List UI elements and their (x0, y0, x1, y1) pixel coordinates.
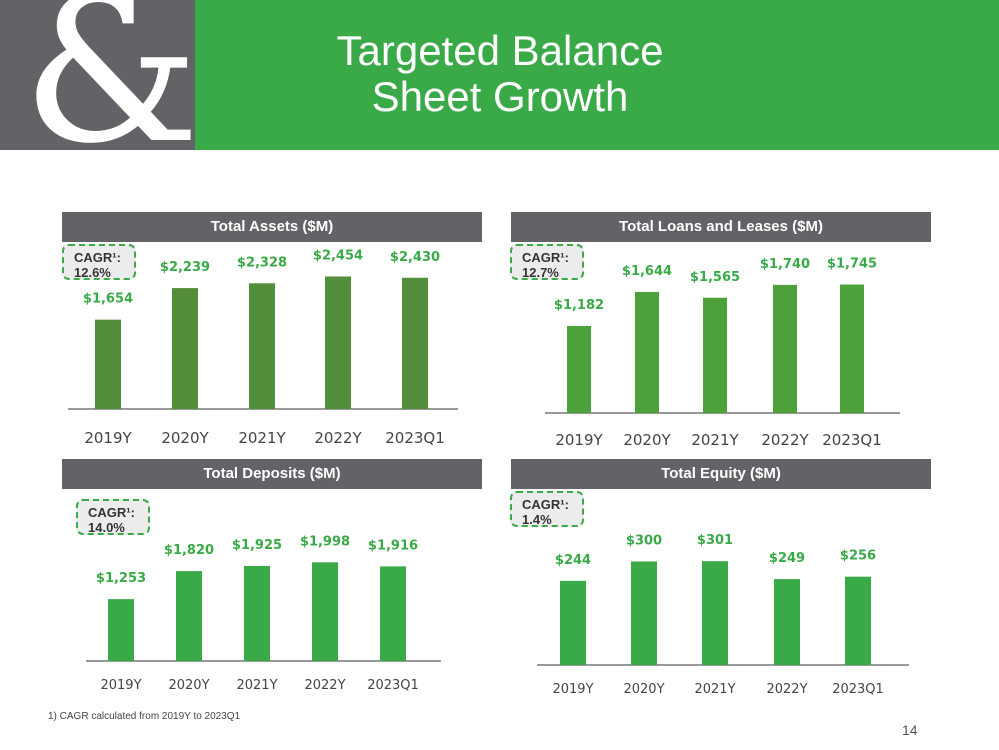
loans-value-label: $1,182 (554, 298, 604, 313)
equity-bar (845, 576, 871, 665)
assets-value-label: $2,454 (313, 248, 363, 263)
deposits-chart-title: Total Deposits ($M) (62, 459, 482, 489)
deposits-cagr-value: 14.0% (88, 520, 125, 535)
loans-bar (567, 325, 591, 413)
equity-bar (560, 580, 586, 665)
loans-cagr-badge: CAGR¹: 12.7% (510, 244, 584, 280)
equity-bar (702, 561, 728, 665)
assets-tick-label: 2020Y (161, 429, 209, 447)
deposits-value-label: $1,925 (232, 538, 282, 553)
assets-bar (95, 319, 121, 409)
deposits-tick-label: 2021Y (236, 678, 277, 693)
loans-tick-label: 2022Y (761, 431, 809, 449)
loans-tick-label: 2020Y (623, 431, 671, 449)
equity-cagr-label: CAGR¹: (522, 497, 569, 512)
loans-value-label: $1,644 (622, 264, 672, 279)
deposits-tick-label: 2019Y (100, 678, 141, 693)
deposits-cagr-label: CAGR¹: (88, 505, 135, 520)
deposits-bar (380, 566, 406, 661)
loans-bar (773, 284, 797, 413)
assets-chart-title: Total Assets ($M) (62, 212, 482, 242)
ampersand-logo-icon: & (22, 0, 201, 188)
assets-value-label: $2,328 (237, 255, 287, 270)
deposits-tick-label: 2023Q1 (367, 678, 419, 693)
page-number: 14 (902, 722, 918, 738)
loans-value-label: $1,740 (760, 257, 810, 272)
equity-tick-label: 2019Y (552, 682, 593, 697)
loans-tick-label: 2023Q1 (822, 431, 882, 449)
deposits-bar-chart: $1,253 2019Y $1,820 2020Y $1,925 2021Y $1,998 2… (86, 534, 441, 693)
assets-tick-label: 2019Y (84, 429, 132, 447)
equity-value-label: $244 (555, 553, 591, 568)
loans-tick-label: 2019Y (555, 431, 603, 449)
deposits-bar (312, 562, 338, 661)
assets-value-label: $2,239 (160, 260, 210, 275)
deposits-bar (176, 571, 202, 661)
equity-value-label: $249 (769, 551, 805, 566)
assets-bar (249, 283, 275, 409)
assets-tick-label: 2022Y (314, 429, 362, 447)
deposits-tick-label: 2020Y (168, 678, 209, 693)
loans-bar (840, 284, 864, 413)
equity-tick-label: 2020Y (623, 682, 664, 697)
equity-cagr-value: 1.4% (522, 512, 552, 527)
deposits-value-label: $1,820 (164, 543, 214, 558)
equity-bar (631, 561, 657, 665)
assets-bar (402, 277, 428, 409)
loans-cagr-value: 12.7% (522, 265, 559, 280)
assets-cagr-badge: CAGR¹: 12.6% (62, 244, 136, 280)
logo-panel: & (0, 0, 200, 172)
assets-value-label: $2,430 (390, 250, 440, 265)
page-title-line-2: Sheet Growth (371, 73, 629, 120)
equity-value-label: $301 (697, 533, 733, 548)
deposits-value-label: $1,253 (96, 571, 146, 586)
assets-tick-label: 2023Q1 (385, 429, 445, 447)
assets-tick-label: 2021Y (238, 429, 286, 447)
loans-value-label: $1,565 (690, 270, 740, 285)
equity-tick-label: 2021Y (694, 682, 735, 697)
equity-tick-label: 2022Y (766, 682, 807, 697)
assets-cagr-value: 12.6% (74, 265, 111, 280)
loans-bar (703, 297, 727, 413)
page-title: Targeted Balance Sheet Growth (280, 28, 720, 120)
loans-cagr-label: CAGR¹: (522, 250, 569, 265)
equity-value-label: $300 (626, 534, 662, 549)
deposits-value-label: $1,998 (300, 534, 350, 549)
loans-bar (635, 291, 659, 413)
deposits-bar (244, 565, 270, 661)
equity-bar (774, 579, 800, 665)
assets-bar (325, 276, 351, 409)
deposits-cagr-badge: CAGR¹: 14.0% (76, 499, 150, 535)
equity-cagr-badge: CAGR¹: 1.4% (510, 491, 584, 527)
equity-bar-chart: $244 2019Y $300 2020Y $301 2021Y $249 2022Y $256… (537, 533, 909, 697)
deposits-bar (108, 599, 134, 661)
equity-tick-label: 2023Q1 (832, 682, 884, 697)
assets-bar (172, 288, 198, 409)
loans-chart-title: Total Loans and Leases ($M) (511, 212, 931, 242)
loans-value-label: $1,745 (827, 257, 877, 272)
loans-bar-chart: $1,182 2019Y $1,644 2020Y $1,565 2021Y $1,740 2… (545, 257, 900, 449)
equity-chart-title: Total Equity ($M) (511, 459, 931, 489)
deposits-value-label: $1,916 (368, 538, 418, 553)
assets-bar-chart: $1,654 2019Y $2,239 2020Y $2,328 2021Y $2,454 2… (68, 248, 458, 447)
deposits-tick-label: 2022Y (304, 678, 345, 693)
assets-cagr-label: CAGR¹: (74, 250, 121, 265)
page-title-line-1: Targeted Balance (336, 27, 664, 74)
equity-value-label: $256 (840, 549, 876, 564)
footnote: 1) CAGR calculated from 2019Y to 2023Q1 (48, 711, 241, 722)
loans-tick-label: 2021Y (691, 431, 739, 449)
assets-value-label: $1,654 (83, 292, 133, 307)
